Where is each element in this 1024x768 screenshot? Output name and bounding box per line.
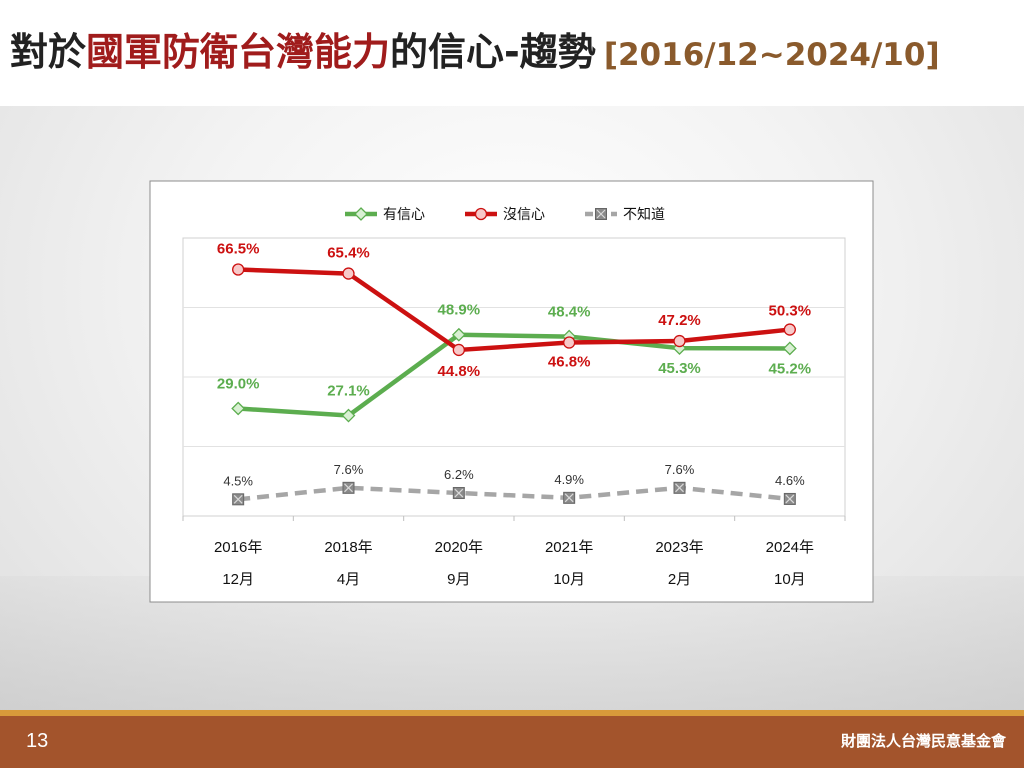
marker-cross	[564, 493, 574, 503]
series-not-confident: 66.5% 65.4% 44.8% 46.8% 47.2% 50.3%	[217, 241, 811, 380]
data-point-marker	[342, 481, 355, 494]
data-point-marker	[452, 343, 465, 357]
chart-legend: 有信心 沒信心 不知道	[345, 206, 665, 223]
data-label: 27.1%	[327, 383, 370, 400]
legend-label: 有信心	[383, 207, 425, 223]
series-dont-know: 4.5% 7.6% 6.2% 4.9% 7.6% 4.6%	[223, 462, 805, 506]
x-axis: 2016年 12月 2018年 4月 2020年 9月 2021年 10月 2023年 2月 202…	[182, 516, 846, 588]
data-point-marker	[673, 334, 686, 348]
data-point-marker	[673, 481, 686, 494]
data-label: 66.5%	[217, 241, 260, 258]
data-label: 4.6%	[775, 473, 805, 488]
data-label: 7.6%	[665, 462, 695, 477]
data-label: 6.2%	[444, 467, 474, 482]
footer-accent-stripe	[0, 710, 1024, 716]
data-label: 50.3%	[769, 303, 812, 320]
marker-cross	[344, 483, 353, 493]
organization-name: 財團法人台灣民意基金會	[840, 732, 1006, 750]
data-label: 45.3%	[658, 360, 701, 377]
data-point-marker	[231, 401, 246, 416]
title-bar: 對於國軍防衛台灣能力的信心-趨勢 [2016/12~2024/10]	[0, 0, 1024, 106]
x-tick-label-year: 2021年	[545, 539, 593, 556]
data-label: 7.6%	[334, 462, 364, 477]
series-line	[238, 267, 791, 353]
marker-cross	[596, 209, 606, 219]
data-label: 4.9%	[554, 472, 584, 487]
legend-swatch-marker	[354, 207, 368, 221]
x-tick-label-year: 2023年	[655, 539, 703, 556]
series-line	[238, 332, 790, 418]
plot-area: 29.0% 27.1% 48.9% 48.4% 45.3% 45.2% 66.5% 65.4%…	[182, 237, 846, 517]
marker-cross	[233, 494, 243, 504]
marker-cross	[675, 483, 684, 493]
data-point-marker	[341, 408, 356, 423]
series-confident: 29.0% 27.1% 48.9% 48.4% 45.3% 45.2%	[217, 302, 812, 423]
legend-label: 不知道	[623, 206, 665, 223]
title-date-range: [2016/12~2024/10]	[603, 37, 940, 73]
x-tick-label-year: 2018年	[324, 539, 372, 556]
data-point-marker	[563, 491, 576, 504]
data-point-marker	[452, 487, 465, 500]
data-point-marker	[783, 323, 796, 336]
data-point-marker	[783, 492, 796, 505]
data-label: 48.9%	[438, 302, 481, 319]
title-part2: 的信心-趨勢	[390, 30, 596, 74]
data-point-marker	[563, 336, 576, 349]
x-tick-label-month: 10月	[774, 571, 806, 588]
legend-swatch-marker	[595, 208, 607, 220]
marker-cross	[785, 494, 795, 504]
x-tick-label-month: 4月	[337, 571, 360, 588]
data-point-marker	[451, 327, 466, 342]
title-part1: 對於	[10, 30, 87, 74]
x-tick-label-year: 2024年	[766, 539, 814, 556]
data-label: 45.2%	[769, 360, 812, 377]
data-label: 47.2%	[658, 312, 701, 329]
x-tick-label-year: 2020年	[435, 539, 483, 556]
legend-label: 沒信心	[503, 206, 545, 223]
data-point-marker	[342, 267, 355, 280]
data-point-marker	[782, 341, 797, 356]
data-label: 65.4%	[327, 245, 370, 262]
data-label: 48.4%	[548, 304, 591, 321]
page-number: 13	[26, 730, 49, 752]
series-line	[237, 485, 791, 502]
slide-footer: 13 財團法人台灣民意基金會	[0, 716, 1024, 768]
x-tick-label-year: 2016年	[214, 539, 262, 556]
title-highlight: 國軍防衛台灣能力	[86, 30, 391, 74]
x-tick-label-month: 9月	[447, 571, 470, 588]
data-label: 29.0%	[217, 376, 260, 393]
legend-swatch-marker	[474, 207, 488, 221]
x-tick-label-month: 12月	[222, 571, 254, 588]
data-label: 46.8%	[548, 354, 591, 371]
data-point-marker	[232, 493, 245, 506]
x-tick-label-month: 2月	[668, 571, 691, 588]
data-point-marker	[232, 263, 245, 276]
data-label: 4.5%	[223, 473, 253, 488]
data-label: 44.8%	[438, 363, 481, 380]
x-tick-label-month: 10月	[553, 571, 585, 588]
marker-cross	[454, 488, 464, 498]
slide-title: 對於國軍防衛台灣能力的信心-趨勢 [2016/12~2024/10]	[10, 28, 940, 79]
